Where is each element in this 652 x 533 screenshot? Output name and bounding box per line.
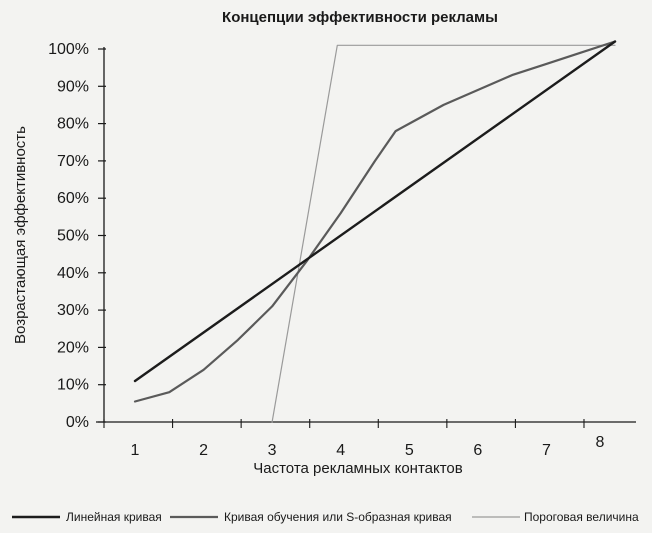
x-tick-label: 6 (473, 442, 482, 459)
y-tick-label: 80% (57, 116, 89, 133)
y-tick-label: 0% (66, 414, 89, 431)
y-tick-label: 30% (57, 302, 89, 319)
x-tick-label: 7 (542, 442, 551, 459)
x-axis: 1 2 3 4 5 6 7 8 (96, 419, 636, 459)
y-tick-label: 10% (57, 377, 89, 394)
y-tick-label: 50% (57, 228, 89, 245)
legend-label: Линейная кривая (66, 510, 162, 524)
y-tick-label: 40% (57, 265, 89, 282)
series-line-2 (133, 40, 617, 403)
x-tick-label: 1 (131, 442, 140, 459)
x-tick-label: 8 (596, 434, 605, 451)
y-tick-label: 60% (57, 190, 89, 207)
legend: Линейная кривая Кривая обучения или S-обр… (12, 510, 639, 524)
y-tick-label: 100% (48, 41, 89, 58)
series-layer (133, 40, 617, 423)
y-axis-title: Возрастающая эффективность (12, 126, 29, 344)
x-tick-label: 2 (199, 442, 208, 459)
x-tick-label: 3 (268, 442, 277, 459)
y-tick-label: 70% (57, 153, 89, 170)
y-tick-label: 90% (57, 78, 89, 95)
legend-label: Кривая обучения или S-образная кривая (224, 510, 452, 524)
y-tick-label: 20% (57, 339, 89, 356)
legend-label: Пороговая величина (524, 510, 639, 524)
series-line-1 (133, 40, 617, 383)
x-tick-label: 5 (405, 442, 414, 459)
x-tick-label: 4 (336, 442, 345, 459)
series-line-3 (271, 44, 616, 423)
x-axis-title: Частота рекламных контактов (253, 460, 462, 477)
y-axis: 0% 10% 20% 30% 40% 50% 60% 70% 80% 90% 100% (48, 41, 106, 431)
chart-title: Концепции эффективности рекламы (222, 9, 498, 26)
